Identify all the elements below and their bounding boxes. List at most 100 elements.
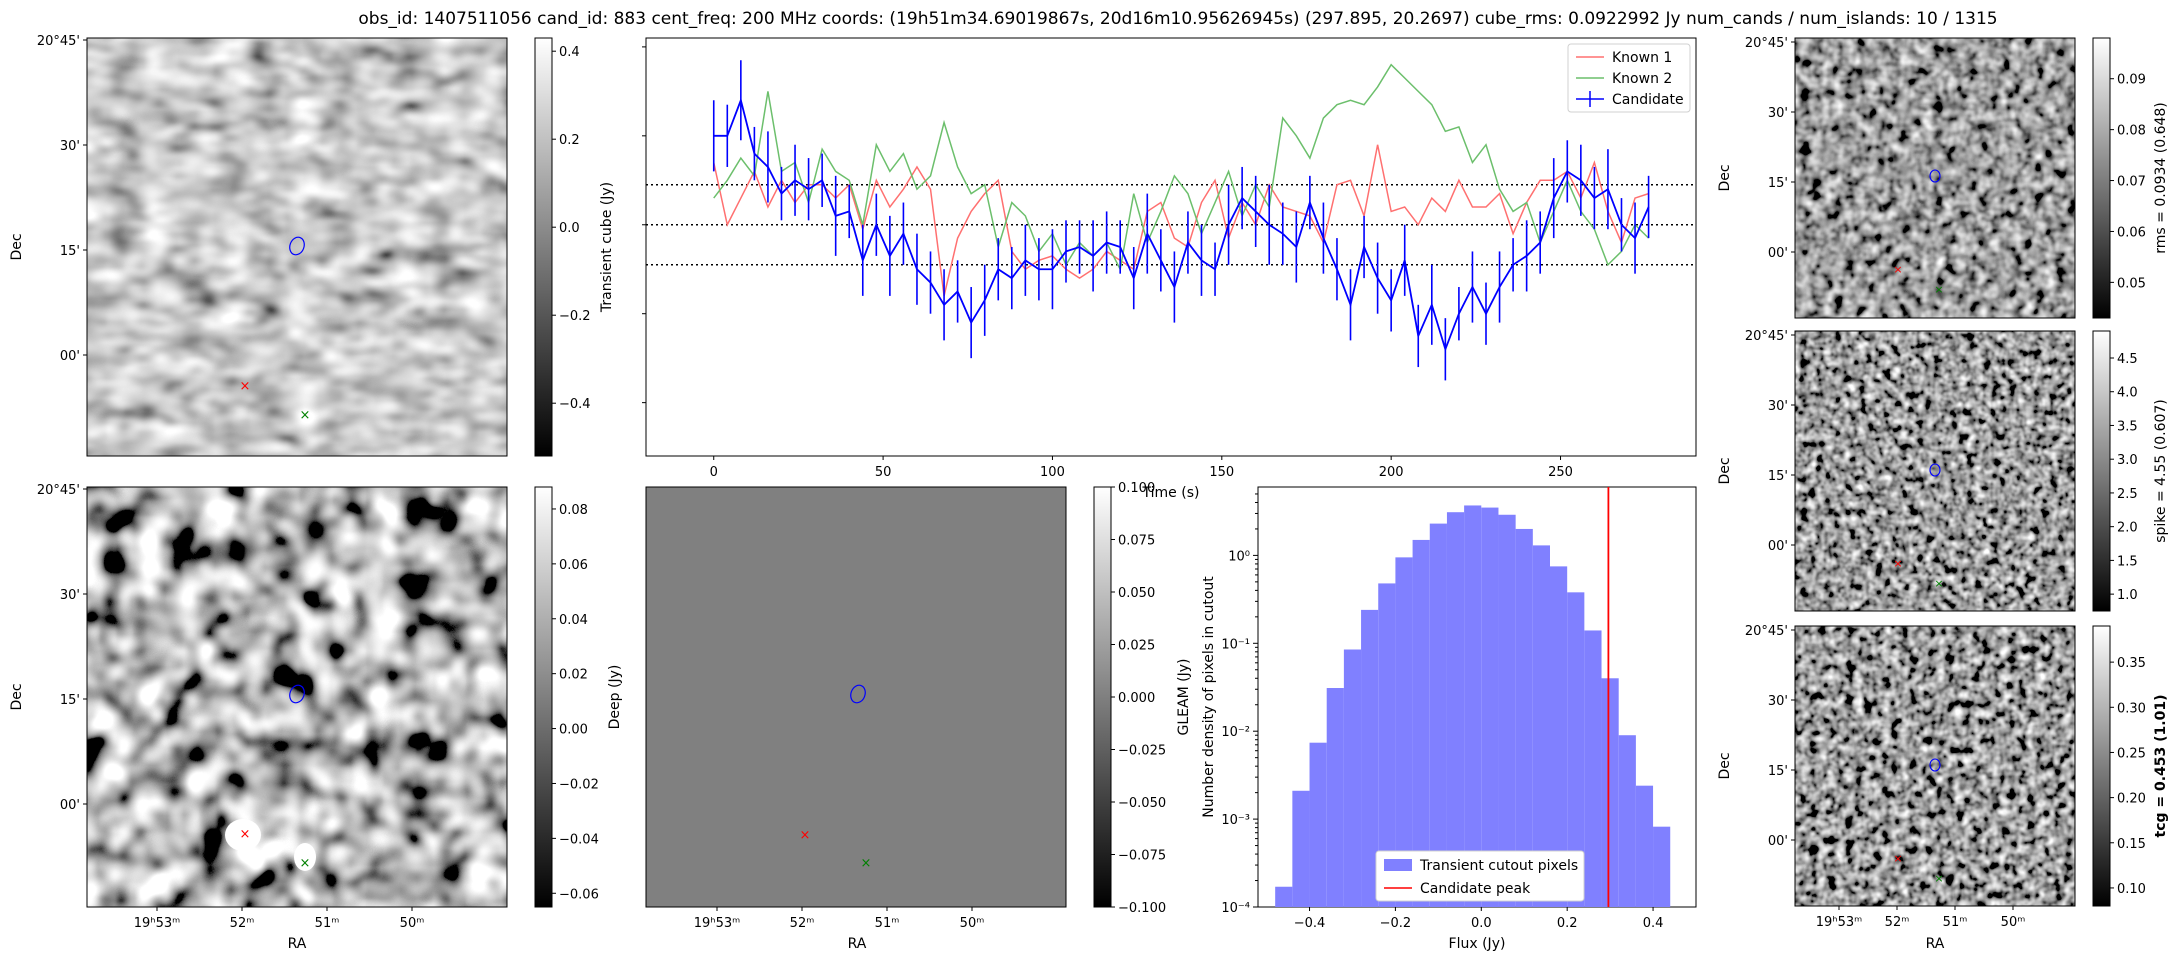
spike-image [1795,331,2075,611]
x-tick-label: 50 [875,465,892,480]
colorbar-tick-label: 1.5 [2117,554,2138,569]
colorbar-gradient [1093,486,1112,908]
dec-tick-label: 20°45' [37,34,80,49]
histogram-xlabel: Flux (Jy) [1449,936,1506,952]
colorbar-tick-label: 0.050 [1118,586,1155,601]
histogram-bar [1498,514,1516,907]
gleam-panel: × × 19ʰ53ᵐ 52ᵐ 51ᵐ 50ᵐ RA [645,486,1067,952]
colorbar-tick-label: 0.100 [1118,481,1155,496]
colorbar-tick-label: 0.20 [2117,792,2146,807]
histogram-legend: Transient cutout pixels Candidate peak [1375,850,1585,902]
dec-tick-label: 30' [1768,399,1788,414]
red-marker: × [1893,263,1902,276]
histogram-bar [1309,742,1327,907]
ra-tick-label: 52ᵐ [230,916,255,931]
histogram-bar [1446,512,1465,907]
red-marker: × [800,828,811,843]
ra-tick-label: 52ᵐ [790,916,815,931]
y-tick-label: 10⁻³ [1221,813,1250,828]
histogram-ylabel: Number density of pixels in cutout [1201,576,1217,818]
histogram-bar [1550,566,1568,907]
histogram-bar [1481,507,1499,907]
dec-tick-label: 00' [60,798,80,813]
dec-tick-label: 30' [60,139,80,154]
x-tick-label: 100 [1040,465,1065,480]
tcg-image [1795,626,2075,906]
transient-cube-image [87,38,507,456]
candidate-line [713,97,1650,353]
histogram-bar [1378,583,1396,907]
colorbar-tick-label: 2.5 [2117,487,2138,502]
colorbar-tick-label: 0.09 [2117,73,2146,88]
dec-axis-label: Dec [9,683,25,710]
dec-tick-label: 15' [1768,469,1788,484]
legend-swatch-hist [1384,859,1412,871]
colorbar-label: GLEAM (Jy) [1176,659,1192,736]
lightcurve-legend: Known 1 Known 2 Candidate [1567,43,1691,113]
tcg-colorbar: 0.35 0.30 0.25 0.20 0.15 0.10 tcg = 0.453 (1.0… [2092,625,2169,907]
colorbar-tick-label: 0.02 [559,668,588,683]
colorbar-label: Deep (Jy) [607,665,623,730]
ra-tick-label: 19ʰ53ᵐ [1816,915,1862,930]
gleam-image [645,486,1067,908]
dec-tick-label: 30' [60,588,80,603]
dec-tick-label: 20°45' [37,483,80,498]
ra-tick-label: 52ᵐ [1885,915,1910,930]
candidate-contour [1929,463,1941,477]
colorbar-tick-label: 0.10 [2117,882,2146,897]
ra-tick-label: 50ᵐ [400,916,425,931]
colorbar-label: Transient cube (Jy) [599,182,615,313]
histogram-bar [1567,592,1585,907]
x-tick-label: 200 [1379,465,1404,480]
x-tick-label: −0.4 [1294,916,1326,931]
colorbar-tick-label: −0.025 [1118,744,1166,759]
dec-tick-label: 20°45' [1745,624,1788,639]
colorbar-tick-label: −0.02 [559,777,599,792]
colorbar-tick-label: 0.06 [559,558,588,573]
colorbar-tick-label: 0.06 [2117,225,2146,240]
dec-tick-label: 15' [60,693,80,708]
rms-panel: × × 20°45' 30' 15' 00' Dec [1717,36,2076,319]
x-tick-label: 0.4 [1643,916,1664,931]
colorbar-tick-label: 0.15 [2117,837,2146,852]
colorbar-tick-label: 0.075 [1118,534,1155,549]
colorbar-tick-label: 0.000 [1118,691,1155,706]
histogram-bar [1584,630,1602,907]
candidate-contour [1929,758,1941,772]
colorbar-tick-label: 0.07 [2117,175,2146,190]
colorbar-tick-label: 0.04 [559,613,588,628]
colorbar-tick-label: −0.075 [1118,849,1166,864]
ra-tick-label: 50ᵐ [960,916,985,931]
candidate-contour [850,684,866,704]
histogram-bar [1395,557,1413,907]
legend-label-known2: Known 2 [1612,71,1672,87]
colorbar-tick-label: 0.05 [2117,276,2146,291]
colorbar-tick-label: 1.0 [2117,588,2138,603]
x-tick-label: 150 [1209,465,1234,480]
histogram-bar [1532,545,1550,907]
colorbar-label: tcg = 0.453 (1.01) [2153,695,2169,838]
colorbar-tick-label: 0.4 [559,45,580,60]
colorbar-tick-label: 0.30 [2117,701,2146,716]
deep-image [87,487,507,907]
green-marker: × [300,408,311,423]
known2-line [713,63,1650,272]
transient-cube-panel: × × 20°45' 30' 15' 00' Dec [9,34,508,457]
histogram-bar [1326,688,1344,907]
ra-axis-label: RA [848,936,867,952]
colorbar-gradient [534,37,553,457]
colorbar-gradient [2092,330,2111,612]
colorbar-tick-label: 0.0 [559,221,580,236]
histogram-bar [1601,678,1619,907]
x-tick-label: −0.2 [1380,916,1412,931]
dec-tick-label: 00' [1768,539,1788,554]
colorbar-tick-label: 4.5 [2117,352,2138,367]
dec-tick-label: 20°45' [1745,329,1788,344]
histogram-bar [1275,886,1293,907]
x-tick-label: 0.2 [1557,916,1578,931]
y-tick-label: 10⁰ [1228,549,1250,564]
colorbar-tick-label: 0.08 [559,503,588,518]
dec-tick-label: 00' [1768,834,1788,849]
histogram-bar [1361,609,1379,907]
